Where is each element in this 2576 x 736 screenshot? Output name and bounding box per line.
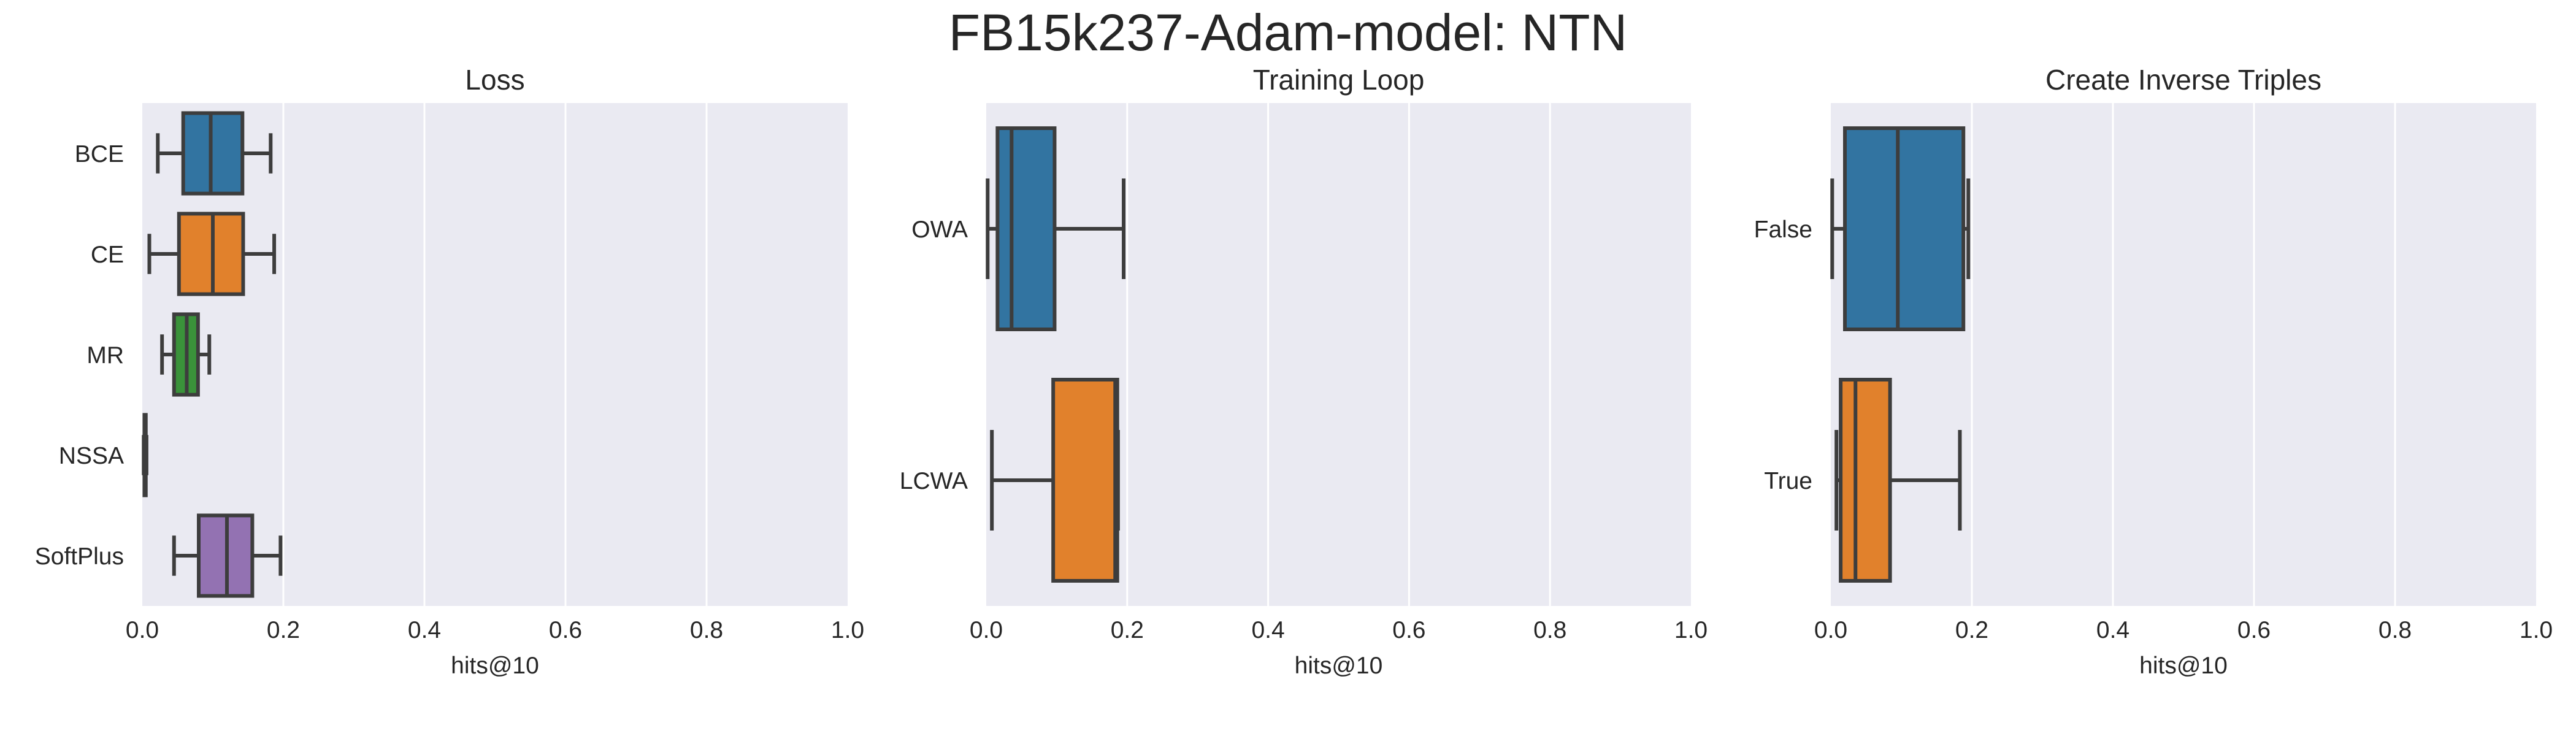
x-tick-label: 1.0: [2520, 617, 2553, 643]
x-tick-label: 0.8: [2379, 617, 2412, 643]
y-tick-label: SoftPlus: [35, 543, 124, 570]
figure-title: FB15k237-Adam-model: NTN: [949, 4, 1627, 61]
box-nssa: NSSA: [59, 413, 148, 497]
x-tick-label: 0.8: [1533, 617, 1566, 643]
box-false: False: [1754, 126, 1971, 331]
y-tick-label: NSSA: [59, 443, 124, 469]
x-axis-label: hits@10: [451, 653, 539, 679]
x-tick-label: 0.2: [267, 617, 300, 643]
y-tick-label: CE: [91, 242, 124, 268]
plot-background: [142, 103, 848, 606]
x-tick-label: 0.6: [2237, 617, 2271, 643]
y-tick-label: BCE: [75, 141, 124, 167]
box-iqr: [995, 126, 1057, 331]
x-tick-label: 0.6: [549, 617, 582, 643]
panel-title: Loss: [465, 64, 524, 96]
panel-2: 0.0 0.2 0.4 0.6 0.8 1.0 Create Inverse Triples…: [1754, 64, 2553, 679]
panel-1: 0.0 0.2 0.4 0.6 0.8 1.0 Training Loop hits@10 OW…: [900, 64, 1708, 679]
box-iqr: [1839, 378, 1892, 583]
x-tick-label: 1.0: [1674, 617, 1708, 643]
panel-0: 0.0 0.2 0.4 0.6 0.8 1.0 Loss hits@10 BCE CE MR NSSA…: [35, 64, 864, 679]
panel-title: Create Inverse Triples: [2045, 64, 2321, 96]
x-tick-label: 0.4: [2096, 617, 2129, 643]
x-axis-label: hits@10: [2139, 653, 2228, 679]
y-tick-label: OWA: [911, 217, 968, 243]
box-ce: CE: [91, 212, 277, 296]
box-mr: MR: [86, 312, 212, 397]
y-tick-label: False: [1754, 217, 1812, 243]
x-tick-label: 0.2: [1955, 617, 1988, 643]
x-tick-label: 0.4: [1251, 617, 1284, 643]
box-lcwa: LCWA: [900, 378, 1120, 583]
x-tick-label: 0.0: [1814, 617, 1847, 643]
x-tick-label: 0.0: [970, 617, 1003, 643]
box-iqr: [1843, 126, 1966, 331]
x-tick-label: 1.0: [831, 617, 864, 643]
x-tick-label: 0.8: [690, 617, 723, 643]
x-tick-label: 0.4: [408, 617, 441, 643]
box-owa: OWA: [911, 126, 1126, 331]
panel-title: Training Loop: [1253, 64, 1425, 96]
y-tick-label: MR: [86, 342, 124, 369]
x-tick-label: 0.6: [1392, 617, 1425, 643]
x-tick-label: 0.0: [126, 617, 159, 643]
y-tick-label: True: [1764, 468, 1812, 494]
box-true: True: [1764, 378, 1962, 583]
x-tick-label: 0.2: [1111, 617, 1144, 643]
box-bce: BCE: [75, 111, 273, 196]
box-iqr: [1051, 378, 1119, 583]
y-tick-label: LCWA: [900, 468, 968, 494]
x-axis-label: hits@10: [1295, 653, 1383, 679]
box-iqr: [181, 111, 245, 196]
box-softplus: SoftPlus: [35, 513, 283, 598]
